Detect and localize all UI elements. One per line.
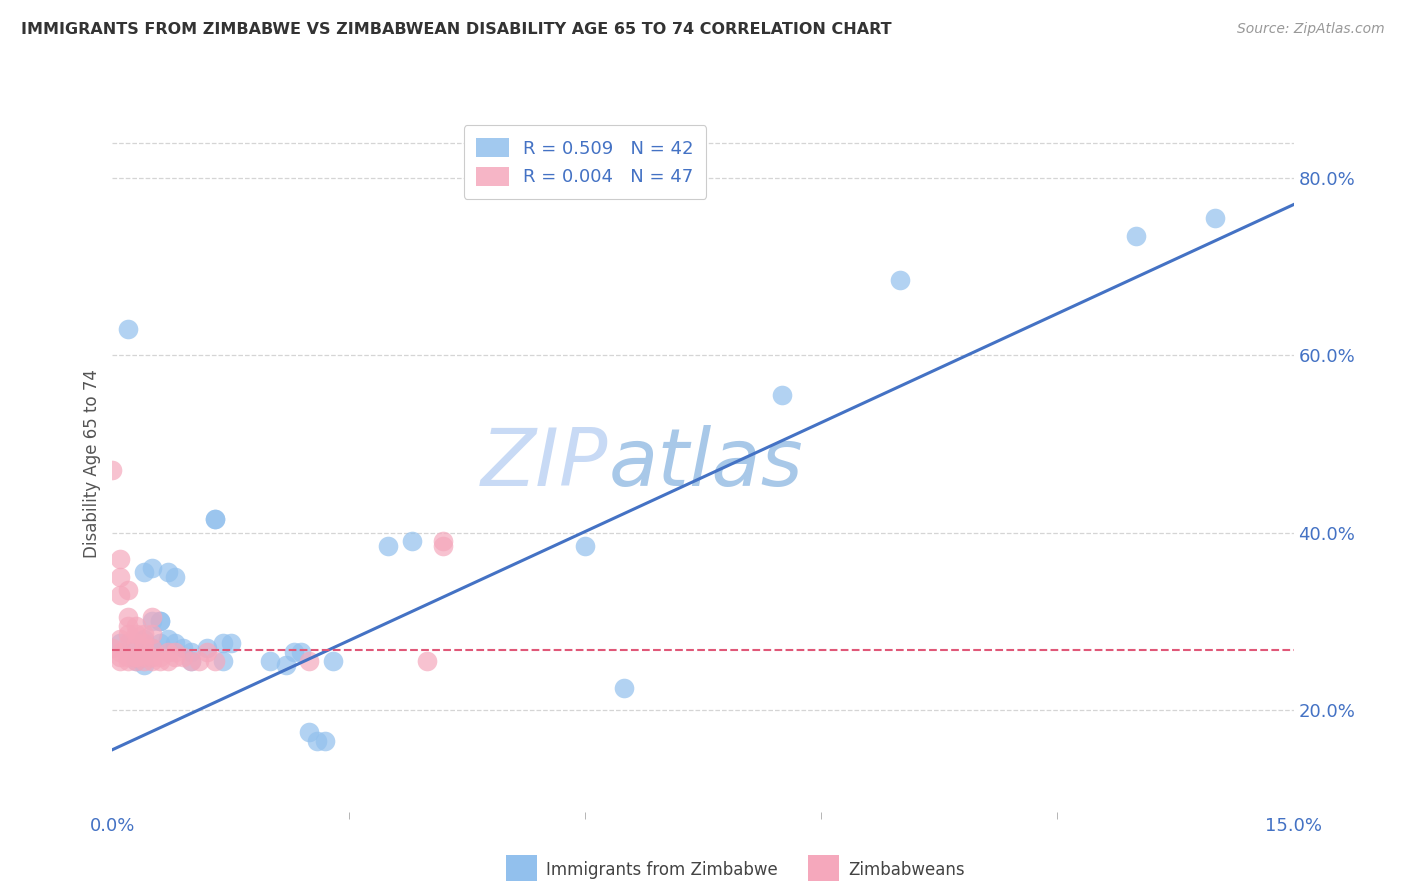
Point <box>125 640 148 655</box>
Point <box>117 583 139 598</box>
Point <box>117 609 139 624</box>
Point <box>172 649 194 664</box>
Point <box>298 725 321 739</box>
Text: atlas: atlas <box>609 425 803 503</box>
Point <box>432 539 454 553</box>
Point <box>125 636 148 650</box>
Point <box>149 636 172 650</box>
Point <box>125 654 148 668</box>
Point <box>141 640 163 655</box>
Legend: R = 0.509   N = 42, R = 0.004   N = 47: R = 0.509 N = 42, R = 0.004 N = 47 <box>464 125 706 199</box>
Point <box>117 627 139 641</box>
Point <box>149 614 172 628</box>
Point <box>432 534 454 549</box>
Point <box>211 636 233 650</box>
Point <box>141 649 163 664</box>
Point <box>117 649 139 664</box>
Point <box>259 654 281 668</box>
Point <box>101 463 124 477</box>
Point <box>416 654 439 668</box>
Point <box>1125 228 1147 243</box>
Point <box>180 654 202 668</box>
Point <box>195 640 218 655</box>
Point <box>149 654 172 668</box>
Point <box>125 627 148 641</box>
Point <box>172 640 194 655</box>
Point <box>110 654 132 668</box>
Point <box>290 645 312 659</box>
Point <box>1204 211 1226 225</box>
Point <box>298 654 321 668</box>
Point <box>125 649 148 664</box>
Point <box>110 645 132 659</box>
Point <box>141 561 163 575</box>
Point <box>211 654 233 668</box>
Point <box>132 632 155 646</box>
Point <box>165 649 187 664</box>
Point <box>110 649 132 664</box>
Point <box>314 734 336 748</box>
Point <box>149 649 172 664</box>
Point <box>125 649 148 664</box>
Point <box>132 627 155 641</box>
Point <box>283 645 305 659</box>
Point <box>132 649 155 664</box>
Point <box>125 654 148 668</box>
Point <box>149 614 172 628</box>
Point <box>125 618 148 632</box>
Point <box>165 636 187 650</box>
Point <box>132 566 155 580</box>
Point <box>110 588 132 602</box>
Point <box>132 636 155 650</box>
Point <box>156 654 179 668</box>
Point <box>117 618 139 632</box>
Point <box>613 681 636 695</box>
Point <box>165 645 187 659</box>
Point <box>156 632 179 646</box>
Point <box>110 552 132 566</box>
Text: Immigrants from Zimbabwe: Immigrants from Zimbabwe <box>546 861 778 879</box>
Text: Source: ZipAtlas.com: Source: ZipAtlas.com <box>1237 22 1385 37</box>
Point <box>322 654 344 668</box>
Point <box>770 388 793 402</box>
Y-axis label: Disability Age 65 to 74: Disability Age 65 to 74 <box>83 369 101 558</box>
Point <box>401 534 423 549</box>
Point <box>141 640 163 655</box>
Point <box>110 636 132 650</box>
Point <box>180 654 202 668</box>
Point <box>141 627 163 641</box>
Point <box>132 640 155 655</box>
Point <box>574 539 596 553</box>
Point <box>889 273 911 287</box>
Point <box>141 614 163 628</box>
Point <box>132 654 155 668</box>
Point <box>156 566 179 580</box>
Point <box>110 632 132 646</box>
Point <box>274 658 297 673</box>
Text: Zimbabweans: Zimbabweans <box>848 861 965 879</box>
Point <box>204 512 226 526</box>
Point <box>180 645 202 659</box>
Point <box>377 539 399 553</box>
Point <box>165 570 187 584</box>
Point <box>204 654 226 668</box>
Point <box>141 654 163 668</box>
Point <box>156 645 179 659</box>
Point <box>117 636 139 650</box>
Point <box>204 512 226 526</box>
Point <box>110 570 132 584</box>
Text: IMMIGRANTS FROM ZIMBABWE VS ZIMBABWEAN DISABILITY AGE 65 TO 74 CORRELATION CHART: IMMIGRANTS FROM ZIMBABWE VS ZIMBABWEAN D… <box>21 22 891 37</box>
Point <box>117 654 139 668</box>
Text: ZIP: ZIP <box>481 425 609 503</box>
Point <box>101 640 124 655</box>
Point <box>195 645 218 659</box>
Point <box>307 734 329 748</box>
Point <box>188 654 211 668</box>
Point <box>117 321 139 335</box>
Point <box>132 658 155 673</box>
Point <box>141 609 163 624</box>
Point <box>219 636 242 650</box>
